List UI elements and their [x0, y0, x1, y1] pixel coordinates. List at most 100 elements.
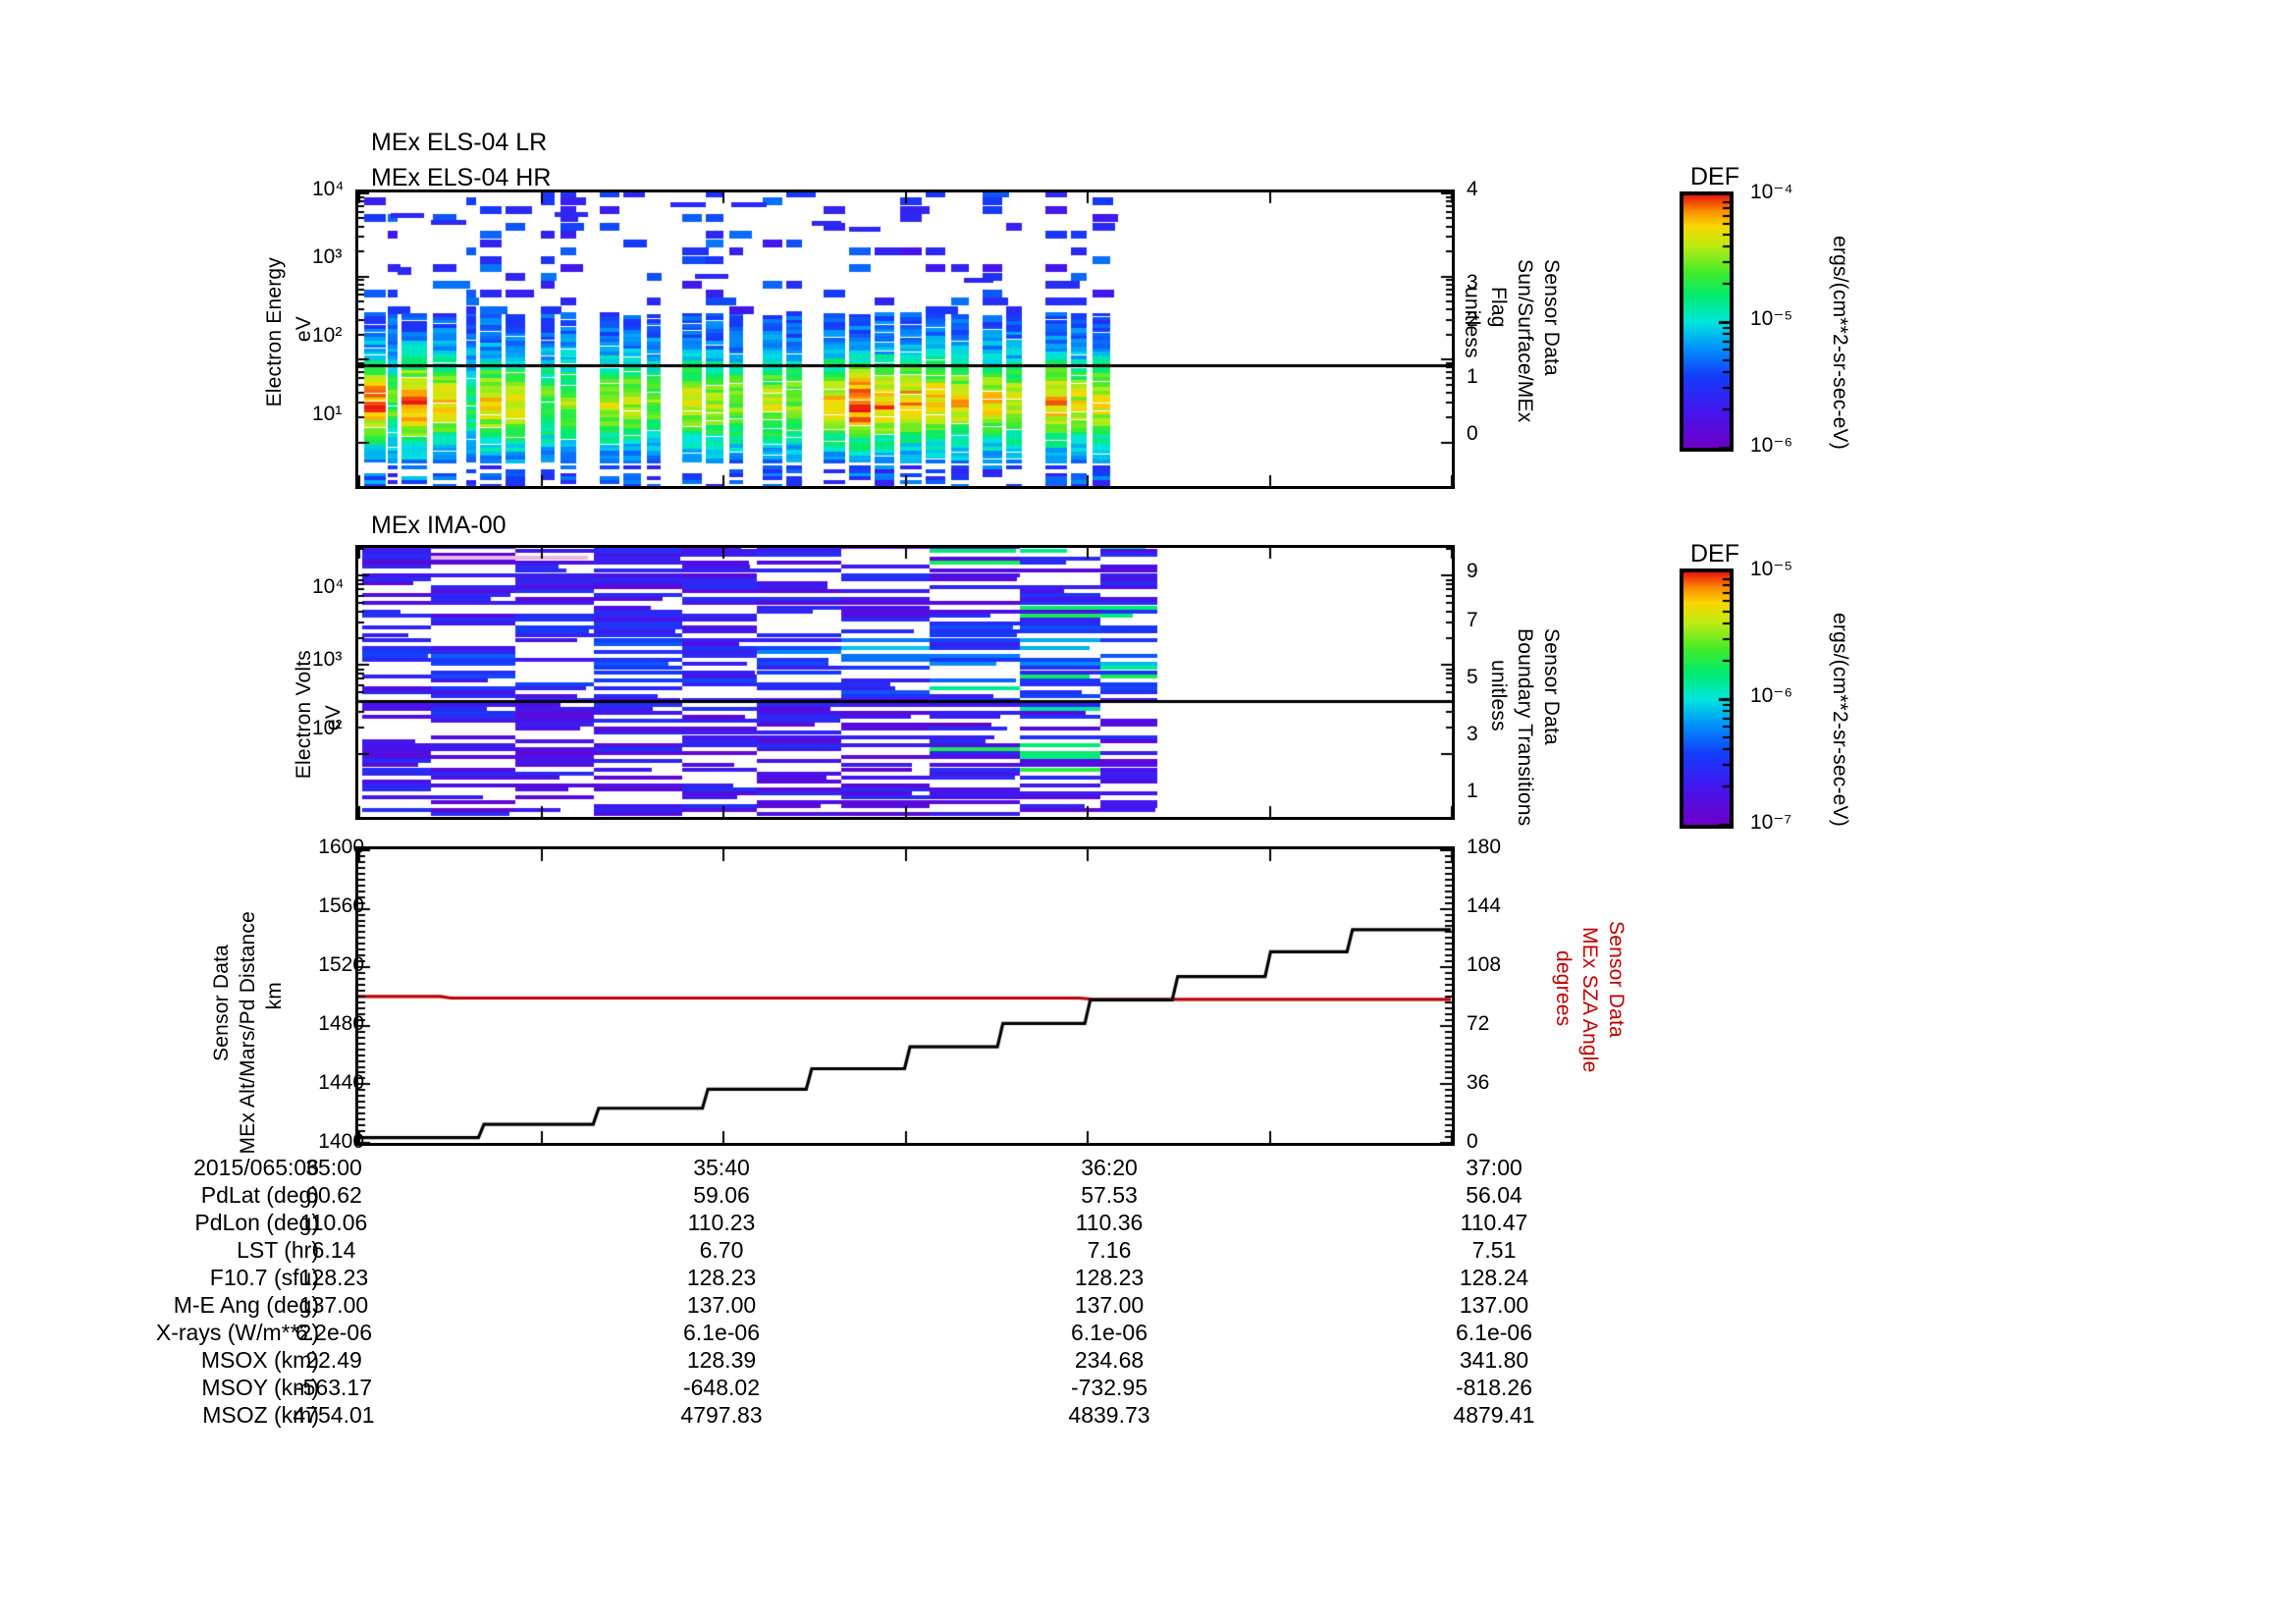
table-cell: 137.00: [686, 1292, 757, 1318]
table-cell: 6.70: [699, 1237, 744, 1263]
table-cell: -648.02: [682, 1375, 760, 1400]
table-row-label: LST (hr): [237, 1237, 319, 1263]
table-cell: 4754.01: [293, 1402, 375, 1428]
colorbar1-title: DEF: [1690, 163, 1739, 190]
parameter-table: 2015/065:06 35:00 35:40 36:20 37:00 PdLat (de…: [0, 1155, 2296, 1449]
table-cell: 37:00: [1466, 1155, 1522, 1180]
table-cell: 57.53: [1081, 1182, 1138, 1208]
panel1-title-hr: MEx ELS-04 HR: [371, 164, 552, 191]
panel1-right-axis-label-l2: Sun/Surface/MEx: [1514, 259, 1536, 423]
colorbar2-tick-mid: 10⁻⁶: [1750, 684, 1793, 707]
table-cell: 6.1e-06: [1070, 1320, 1148, 1345]
table-cell: 137.00: [1074, 1292, 1145, 1318]
table-row-label: F10.7 (sfu): [209, 1265, 319, 1290]
table-cell: 110.47: [1460, 1210, 1528, 1235]
panel3-right-tick-36: 36: [1467, 1071, 1490, 1094]
table-cell: 137.00: [298, 1292, 369, 1318]
panel2-right-axis-label-l2: Boundary Transitions: [1514, 628, 1536, 827]
table-row-label: M-E Ang (deg): [173, 1292, 319, 1318]
table-cell: 110.36: [1075, 1210, 1144, 1235]
colorbar1-tick-mid: 10⁻⁵: [1750, 307, 1793, 330]
panel2-title: MEx IMA-00: [371, 512, 507, 539]
panel3-left-axis-label-l1: Sensor Data: [210, 945, 233, 1061]
colorbar1[interactable]: [1680, 191, 1734, 452]
panel2-plot-area[interactable]: [355, 545, 1455, 820]
table-row-label: X-rays (W/m**2): [155, 1320, 319, 1345]
panel2-right-tick-7: 7: [1467, 609, 1478, 631]
panel2-ytick-1e4: 10⁴: [312, 575, 345, 598]
panel3-right-tick-0: 0: [1467, 1130, 1478, 1153]
panel1-right-tick-2: 2: [1467, 308, 1478, 331]
table-cell: 234.68: [1074, 1347, 1145, 1373]
panel3-left-axis-label-l3: km: [263, 982, 286, 1010]
colorbar1-tick-top: 10⁻⁴: [1750, 181, 1793, 203]
panel3-left-axis-label-l2: MEx Alt/Mars/Pd Distance: [237, 911, 259, 1155]
panel3-right-tick-72: 72: [1467, 1012, 1490, 1035]
table-cell: 128.23: [1074, 1265, 1145, 1290]
table-cell: -818.26: [1455, 1375, 1532, 1400]
panel2-right-axis-label-l3: unitless: [1487, 660, 1510, 731]
table-cell: 36:20: [1081, 1155, 1138, 1180]
table-row-label: PdLat (deg): [200, 1182, 319, 1208]
table-cell: 60.62: [305, 1182, 362, 1208]
table-cell: 128.23: [298, 1265, 369, 1290]
table-cell: 341.80: [1459, 1347, 1529, 1373]
table-cell: 128.39: [686, 1347, 757, 1373]
panel3-right-axis-label-l1: Sensor Data: [1605, 921, 1628, 1038]
panel1-right-axis-label-l1: Sensor Data: [1540, 259, 1563, 376]
panel2-right-tick-1: 1: [1467, 780, 1478, 802]
panel2-right-tick-3: 3: [1467, 723, 1478, 745]
panel3-right-tick-108: 108: [1467, 953, 1502, 976]
table-cell: 35:40: [693, 1155, 750, 1180]
table-cell: 4839.73: [1068, 1402, 1150, 1428]
panel2-ytick-1e3: 10³: [312, 648, 343, 671]
table-cell: 6.14: [311, 1237, 356, 1263]
table-cell: 59.06: [693, 1182, 750, 1208]
table-cell: 110.06: [299, 1210, 368, 1235]
table-cell: 4879.41: [1453, 1402, 1535, 1428]
panel3-ytick-1520: 1520: [318, 953, 364, 976]
panel3-ytick-1480: 1480: [318, 1012, 364, 1035]
colorbar1-unit-label: ergs/(cm**2-sr-sec-eV): [1829, 236, 1851, 450]
colorbar1-tick-bottom: 10⁻⁶: [1750, 434, 1793, 457]
panel1-ytick-1e2: 10²: [312, 324, 343, 347]
panel2-ytick-1e2: 10²: [312, 717, 343, 739]
panel3-right-tick-180: 180: [1467, 836, 1502, 858]
panel2-right-axis-label-l1: Sensor Data: [1540, 628, 1563, 745]
panel1-right-tick-4: 4: [1467, 178, 1478, 200]
panel1-right-axis-label-l3: Flag: [1487, 287, 1510, 328]
panel1-title-lr: MEx ELS-04 LR: [371, 129, 548, 156]
panel3-ytick-1440: 1440: [318, 1071, 364, 1094]
table-row-label: 2015/065:06: [193, 1155, 319, 1180]
table-cell: 7.51: [1471, 1237, 1517, 1263]
panel3-right-axis-label-l2: MEx SZA Angle: [1578, 927, 1601, 1073]
colorbar2-title: DEF: [1690, 540, 1739, 568]
panel3-plot-area[interactable]: [355, 846, 1455, 1146]
table-cell: -732.95: [1070, 1375, 1148, 1400]
table-row-label: MSOY (km): [201, 1375, 319, 1400]
panel3-ytick-1400: 1400: [318, 1130, 364, 1153]
panel1-right-tick-3: 3: [1467, 271, 1478, 294]
panel3-right-tick-144: 144: [1467, 894, 1502, 917]
table-cell: 7.16: [1087, 1237, 1132, 1263]
table-row-label: MSOZ (km): [202, 1402, 319, 1428]
panel1-right-tick-1: 1: [1467, 365, 1478, 388]
table-cell: 56.04: [1466, 1182, 1522, 1208]
table-row-label: PdLon (deg): [194, 1210, 319, 1235]
panel3-right-axis-label-l3: degrees: [1552, 950, 1575, 1027]
table-cell: 6.1e-06: [1455, 1320, 1532, 1345]
panel2-right-tick-5: 5: [1467, 666, 1478, 688]
panel1-ytick-1e4: 10⁴: [312, 178, 345, 200]
table-cell: 35:00: [305, 1155, 362, 1180]
panel1-left-axis-label-energy: Electron Energy: [263, 257, 286, 407]
table-cell: 128.23: [686, 1265, 757, 1290]
panel3-ytick-1560: 1560: [318, 894, 364, 917]
panel2-right-tick-9: 9: [1467, 560, 1478, 582]
table-cell: 137.00: [1459, 1292, 1529, 1318]
panel1-plot-area[interactable]: [355, 189, 1455, 489]
table-cell: 6.2e-06: [294, 1320, 372, 1345]
table-cell: 110.23: [687, 1210, 756, 1235]
panel1-ytick-1e1: 10¹: [312, 403, 343, 425]
colorbar2[interactable]: [1680, 568, 1734, 829]
panel1-ytick-1e3: 10³: [312, 245, 343, 268]
